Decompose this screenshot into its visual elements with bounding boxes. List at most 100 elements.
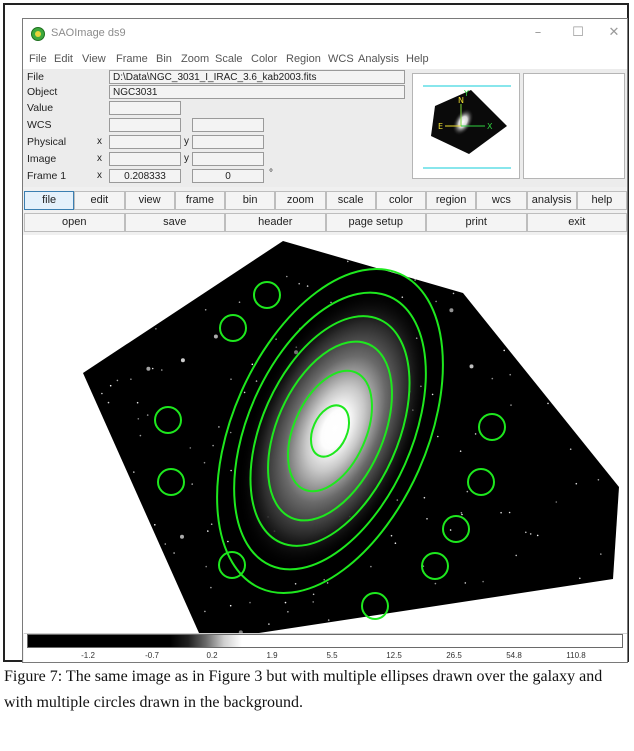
ellipse-region-6[interactable] [171, 235, 488, 628]
button-color[interactable]: color [375, 191, 426, 210]
star [327, 619, 330, 621]
circle-region-9[interactable] [467, 468, 495, 496]
star [298, 282, 301, 285]
star [423, 496, 426, 499]
colorbar-tick: 5.5 [326, 651, 338, 660]
button-bin[interactable]: bin [225, 191, 276, 210]
ellipse-region-4[interactable] [218, 292, 441, 570]
circle-region-4[interactable] [157, 468, 185, 496]
star [284, 601, 287, 604]
star [109, 384, 112, 387]
button-save[interactable]: save [124, 213, 225, 232]
star [575, 482, 578, 485]
panner-east-label: E [438, 122, 443, 131]
minimize-button[interactable]: – [534, 25, 542, 40]
star [164, 543, 167, 545]
zoom-value: 0.208333 [109, 169, 181, 183]
button-wcs[interactable]: wcs [476, 191, 527, 210]
menu-scale[interactable]: Scale [215, 53, 243, 65]
star [133, 471, 135, 473]
button-open[interactable]: open [24, 213, 125, 232]
menu-edit[interactable]: Edit [54, 53, 73, 65]
circle-region-7[interactable] [421, 552, 449, 580]
colorbar-tick: 0.2 [206, 651, 218, 660]
button-frame[interactable]: frame [174, 191, 225, 210]
button-edit[interactable]: edit [74, 191, 125, 210]
star [510, 404, 512, 406]
star [435, 300, 437, 303]
star [306, 285, 309, 287]
star [116, 379, 119, 382]
background-circles [154, 281, 506, 620]
menu-zoom[interactable]: Zoom [181, 53, 210, 65]
button-analysis[interactable]: analysis [526, 191, 577, 210]
button-file[interactable]: file [24, 191, 75, 210]
star [155, 328, 157, 330]
menu-wcs[interactable]: WCS [328, 53, 354, 65]
circle-region-1[interactable] [253, 281, 281, 309]
value-field [109, 101, 181, 115]
star [205, 565, 207, 568]
close-button[interactable]: ✕ [608, 25, 620, 40]
button-header[interactable]: header [225, 213, 326, 232]
menu-analysis[interactable]: Analysis [358, 53, 399, 65]
star [469, 364, 474, 369]
circle-region-2[interactable] [219, 314, 247, 342]
wcs-label: WCS [27, 119, 52, 131]
button-help[interactable]: help [576, 191, 627, 210]
button-exit[interactable]: exit [526, 213, 627, 232]
star [515, 554, 517, 557]
circle-region-8[interactable] [442, 515, 470, 543]
menu-bin[interactable]: Bin [156, 53, 172, 65]
panner[interactable]: N E Y X [412, 73, 520, 179]
menu-bar: File Edit View Frame Bin Zoom Scale Colo… [23, 49, 627, 69]
star [255, 380, 258, 382]
menu-file[interactable]: File [29, 53, 47, 65]
star [249, 601, 251, 604]
colorbar-gradient [27, 634, 623, 648]
ellipse-region-1[interactable] [303, 399, 356, 462]
menu-view[interactable]: View [82, 53, 106, 65]
button-view[interactable]: view [124, 191, 175, 210]
colorbar-tick: -1.2 [81, 651, 95, 660]
star [509, 373, 512, 376]
star [491, 377, 494, 380]
star [500, 511, 502, 514]
circle-region-5[interactable] [218, 551, 246, 579]
button-page-setup[interactable]: page setup [325, 213, 426, 232]
ds9-app-icon [31, 27, 45, 41]
menu-frame[interactable]: Frame [116, 53, 148, 65]
star [434, 582, 437, 585]
menu-region[interactable]: Region [286, 53, 321, 65]
frame-label: Frame 1 [27, 170, 67, 182]
star [146, 366, 151, 371]
circle-region-3[interactable] [154, 406, 182, 434]
menu-color[interactable]: Color [251, 53, 278, 65]
button-print[interactable]: print [426, 213, 527, 232]
ellipse-region-5[interactable] [195, 263, 464, 598]
sub-button-bar: open save header page setup print exit [24, 213, 627, 232]
ellipse-region-3[interactable] [243, 323, 417, 540]
physical-x-field [109, 135, 181, 149]
value-label: Value [27, 102, 54, 114]
image-label: Image [27, 153, 57, 165]
ds9-window: SAOImage ds9 – ☐ ✕ File Edit View Frame … [22, 18, 628, 663]
button-region[interactable]: region [426, 191, 477, 210]
circle-region-6[interactable] [361, 592, 389, 620]
maximize-button[interactable]: ☐ [572, 25, 584, 40]
panner-y-label: Y [463, 89, 469, 98]
star [326, 582, 329, 584]
button-scale[interactable]: scale [325, 191, 376, 210]
menu-help[interactable]: Help [406, 53, 429, 65]
physical-x-label: x [97, 136, 102, 147]
wcs-x-field [109, 118, 181, 132]
star [426, 518, 428, 520]
circle-region-10[interactable] [478, 413, 506, 441]
colorbar[interactable]: -1.2 -0.7 0.2 1.9 5.5 12.5 26.5 54.8 110… [24, 633, 627, 662]
star [210, 523, 213, 525]
button-zoom[interactable]: zoom [275, 191, 326, 210]
image-canvas[interactable] [23, 235, 627, 633]
panner-x-label: X [487, 122, 493, 131]
ellipse-region-2[interactable] [271, 358, 389, 504]
star [229, 431, 232, 434]
